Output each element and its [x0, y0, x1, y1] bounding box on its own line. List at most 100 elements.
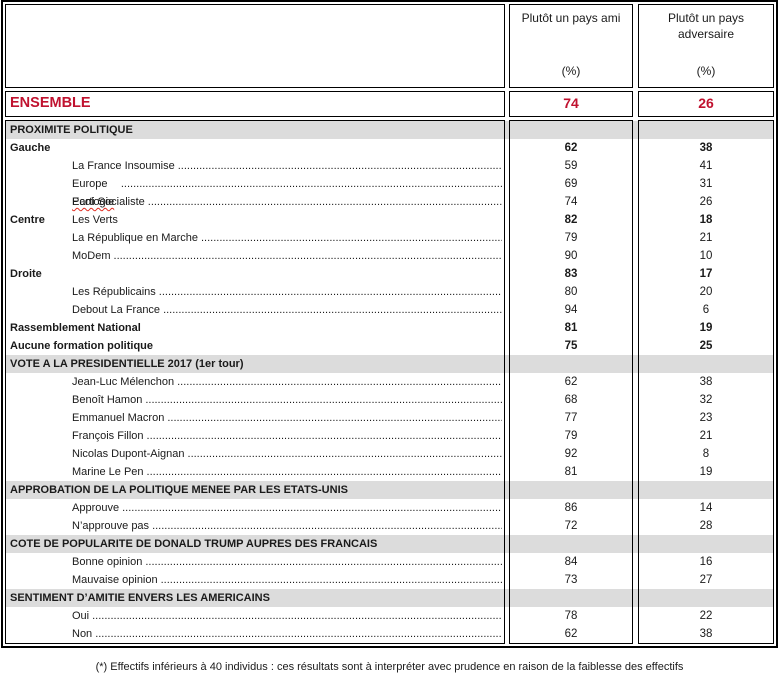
- table-row: Droite: [10, 268, 42, 280]
- value-adversaire: 21: [699, 430, 713, 442]
- value-ami: 69: [564, 178, 578, 190]
- value-ami: 80: [564, 286, 578, 298]
- dot-leader: [148, 193, 502, 211]
- value-ami: [510, 481, 632, 499]
- value-ami: 81: [564, 322, 578, 334]
- dot-leader: [188, 445, 502, 463]
- section-row: APPROBATION DE LA POLITIQUE MENEE PAR LE…: [10, 484, 348, 496]
- row-label: N’approuve pas: [72, 520, 150, 532]
- col-header-ami: Plutôt un pays ami (%): [509, 4, 633, 88]
- table-row: Gauche: [10, 142, 51, 154]
- dot-leader: [167, 409, 502, 427]
- table-row: Benoît Hamon: [6, 391, 504, 409]
- value-adversaire: 31: [699, 178, 713, 190]
- value-ami: 86: [564, 502, 578, 514]
- table-row: Non: [6, 625, 504, 643]
- value-ami: [510, 355, 632, 373]
- value-adversaire: 6: [702, 304, 710, 316]
- table-row: MoDem: [6, 247, 504, 265]
- results-grid: Plutôt un pays ami (%) Plutôt un pays ad…: [5, 4, 774, 644]
- row-label: La France Insoumise: [72, 160, 175, 172]
- value-adversaire: [639, 535, 773, 553]
- body-value-column-adversaire: 38 41 31 26 18 21 10 17 20 6 19 25 38 32 23 21 8 19 14 28 16…: [638, 120, 774, 644]
- col-header-adversaire: Plutôt un pays adversaire (%): [638, 4, 774, 88]
- row-label: François Fillon: [72, 430, 144, 442]
- value-adversaire: [639, 481, 773, 499]
- value-adversaire: 14: [699, 502, 713, 514]
- value-adversaire: [639, 121, 773, 139]
- dot-leader: [163, 301, 502, 319]
- value-ami: 73: [564, 574, 578, 586]
- body-label-column: PROXIMITE POLITIQUE Gauche La France Insou…: [5, 120, 505, 644]
- col-header-ami-unit: (%): [561, 64, 581, 78]
- table-row: Marine Le Pen: [6, 463, 504, 481]
- dot-leader: [152, 517, 502, 535]
- value-adversaire: 25: [699, 340, 713, 352]
- row-label: Benoît Hamon: [72, 394, 143, 406]
- table-row: Debout La France: [6, 301, 504, 319]
- ensemble-label: ENSEMBLE: [5, 91, 505, 117]
- value-adversaire: 38: [699, 628, 713, 640]
- row-label: MoDem: [72, 250, 111, 262]
- row-label: Parti Socialiste: [72, 196, 145, 208]
- misspelled-word: Ecologie: [72, 196, 115, 208]
- value-adversaire: 23: [699, 412, 713, 424]
- table-row: Europe Ecologie Les Verts: [6, 175, 504, 226]
- ensemble-value-adversaire: 26: [638, 91, 774, 117]
- stripe: [5, 121, 774, 139]
- dot-leader: [121, 175, 502, 193]
- value-adversaire: 16: [699, 556, 713, 568]
- value-ami: 62: [564, 628, 578, 640]
- value-adversaire: 38: [699, 142, 713, 154]
- header-empty-cell: [5, 4, 505, 88]
- value-ami: 68: [564, 394, 578, 406]
- dot-leader: [145, 391, 502, 409]
- table-row: Parti Socialiste: [6, 193, 504, 211]
- table-row: Mauvaise opinion: [6, 571, 504, 589]
- value-ami: 90: [564, 250, 578, 262]
- value-ami: 74: [564, 196, 578, 208]
- value-ami: 72: [564, 520, 578, 532]
- dot-leader: [159, 283, 502, 301]
- table-row: Oui: [6, 607, 504, 625]
- col-header-adversaire-label: Plutôt un pays adversaire: [667, 11, 745, 41]
- col-header-adversaire-unit: (%): [696, 64, 716, 78]
- table-row: Rassemblement National: [10, 322, 141, 334]
- value-adversaire: 38: [699, 376, 713, 388]
- dot-leader: [147, 427, 502, 445]
- value-adversaire: 21: [699, 232, 713, 244]
- stripe: [5, 481, 774, 499]
- value-ami: 62: [564, 142, 578, 154]
- stripe: [5, 535, 774, 553]
- table-row: Approuve: [6, 499, 504, 517]
- table-row: Nicolas Dupont-Aignan: [6, 445, 504, 463]
- value-ami: 78: [564, 610, 578, 622]
- table-row: La France Insoumise: [6, 157, 504, 175]
- value-ami: 62: [564, 376, 578, 388]
- value-ami: 83: [564, 268, 578, 280]
- table-row: Aucune formation politique: [10, 340, 153, 352]
- value-adversaire: 10: [699, 250, 713, 262]
- row-label: Bonne opinion: [72, 556, 143, 568]
- value-ami: [510, 535, 632, 553]
- row-label: Europe Ecologie Les Verts: [72, 178, 118, 226]
- row-label: Emmanuel Macron: [72, 412, 165, 424]
- row-label: La République en Marche: [72, 232, 198, 244]
- row-label: Nicolas Dupont-Aignan: [72, 448, 185, 460]
- table-row: François Fillon: [6, 427, 504, 445]
- value-adversaire: [639, 355, 773, 373]
- footnote: (*) Effectifs inférieurs à 40 individus …: [95, 661, 684, 673]
- value-adversaire: 28: [699, 520, 713, 532]
- table-row: Centre: [10, 214, 45, 226]
- section-row: SENTIMENT D’AMITIE ENVERS LES AMERICAINS: [10, 592, 270, 604]
- body-value-column-ami: 62 59 69 74 82 79 90 83 80 94 81 75 62 68 77 79 92 81 86 72…: [509, 120, 633, 644]
- dot-leader: [92, 607, 502, 625]
- value-ami: 82: [564, 214, 578, 226]
- dot-leader: [201, 229, 502, 247]
- row-label: Debout La France: [72, 304, 161, 316]
- value-ami: [510, 121, 632, 139]
- dot-leader: [147, 463, 502, 481]
- dot-leader: [177, 373, 502, 391]
- value-adversaire: 18: [699, 214, 713, 226]
